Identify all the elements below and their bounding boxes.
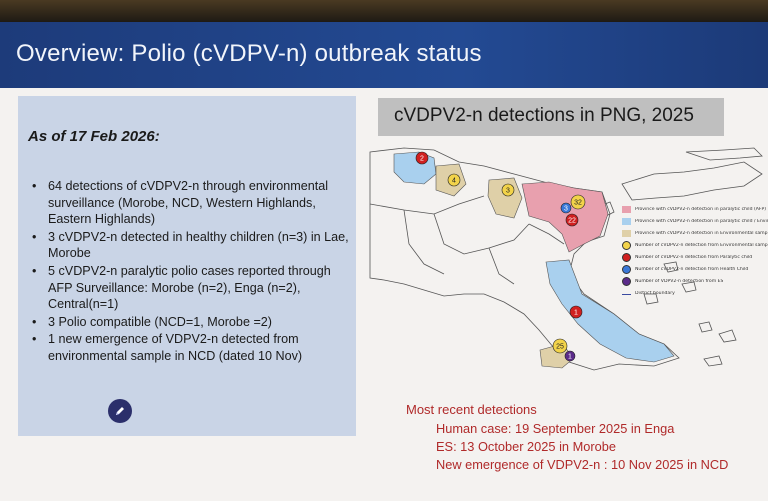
marker-label: 32 (574, 200, 582, 207)
map-title: cVDPV2-n detections in PNG, 2025 (394, 105, 694, 126)
bullet-item: 64 detections of cVDPV2-n through enviro… (28, 178, 350, 228)
recent-line: New emergence of VDPV2-n : 10 Nov 2025 i… (436, 457, 729, 472)
legend-item: Number of cVDPV2-n detection from Health… (622, 264, 768, 274)
png-map: 2 4 3 32 3 22 1 25 1 (369, 147, 763, 371)
presentation-screen: Overview: Polio (cVDPV-n) outbreak statu… (0, 22, 768, 501)
bullet-item: 3 Polio compatible (NCD=1, Morobe =2) (28, 314, 350, 331)
slide-title: Overview: Polio (cVDPV-n) outbreak statu… (16, 40, 482, 67)
marker-label: 3 (506, 188, 510, 195)
marker-label: 2 (420, 156, 424, 163)
bullet-item: 3 cVDPV2-n detected in healthy children … (28, 229, 350, 262)
marker-label: 1 (568, 354, 572, 361)
recent-detections: Most recent detections Human case: 19 Se… (406, 402, 728, 475)
bullet-item: 1 new emergence of VDPV2-n detected from… (28, 331, 350, 364)
recent-line: Human case: 19 September 2025 in Enga (436, 421, 675, 436)
legend-item: District boundary (622, 288, 768, 298)
map-legend: Province with cVDPV2-n detection in para… (622, 204, 768, 300)
marker-label: 3 (564, 206, 568, 213)
pen-tool-button[interactable] (108, 399, 132, 423)
status-panel: As of 17 Feb 2026: 64 detections of cVDP… (18, 96, 356, 436)
legend-item: Number of cVDPV2-n detection from Enviro… (622, 240, 768, 250)
bullet-item: 5 cVDPV2-n paralytic polio cases reporte… (28, 263, 350, 313)
slide-title-bar: Overview: Polio (cVDPV-n) outbreak statu… (0, 22, 768, 88)
recent-line: ES: 13 October 2025 in Morobe (436, 439, 616, 454)
legend-item: Province with cVDPV2-n detection in para… (622, 204, 768, 214)
marker-label: 4 (452, 178, 456, 185)
legend-item: Province with cVDPV2-n detection in Envi… (622, 228, 768, 238)
slide-body: As of 17 Feb 2026: 64 detections of cVDP… (0, 88, 768, 501)
status-bullets: 64 detections of cVDPV2-n through enviro… (28, 178, 350, 366)
marker-label: 1 (574, 310, 578, 317)
room-background (0, 0, 768, 22)
marker-label: 22 (568, 218, 576, 225)
map-title-box: cVDPV2-n detections in PNG, 2025 (378, 98, 724, 136)
marker-label: 25 (556, 344, 564, 351)
legend-item: Province with cVDPV2-n detection in para… (622, 216, 768, 226)
pen-icon (116, 407, 124, 415)
legend-item: Number of VDPV2-n detection from ES (622, 276, 768, 286)
recent-heading: Most recent detections (406, 402, 537, 417)
legend-item: Number of cVDPV2-n detection from Paraly… (622, 252, 768, 262)
as-of-date: As of 17 Feb 2026: (28, 128, 160, 145)
